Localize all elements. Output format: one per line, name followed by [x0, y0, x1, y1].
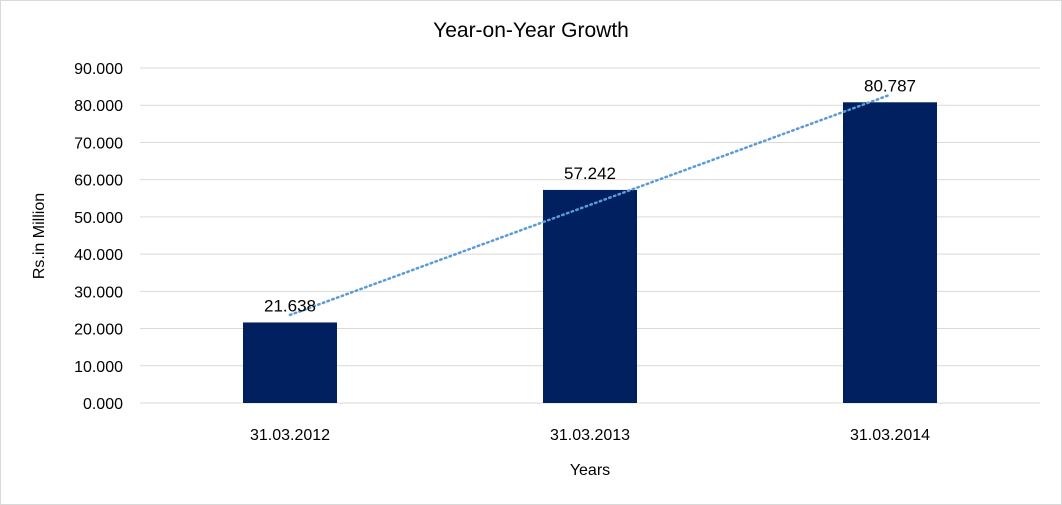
y-tick-label: 10.000 — [74, 359, 123, 376]
y-tick-label: 60.000 — [74, 173, 123, 190]
y-tick-label: 30.000 — [74, 284, 123, 301]
bars — [243, 102, 937, 403]
data-label: 21.638 — [264, 296, 316, 315]
y-tick-label: 40.000 — [74, 247, 123, 264]
y-tick-label: 50.000 — [74, 210, 123, 227]
x-axis-label: Years — [570, 462, 610, 479]
trendline-group — [288, 93, 892, 317]
data-labels: 21.638 57.242 80.787 — [264, 76, 916, 315]
trendline — [288, 93, 892, 317]
chart-title: Year-on-Year Growth — [433, 19, 629, 42]
bar — [843, 102, 937, 403]
x-tick-label: 31.03.2012 — [250, 427, 330, 444]
y-tick-label: 20.000 — [74, 322, 123, 339]
y-tick-label: 70.000 — [74, 135, 123, 152]
y-axis-label: Rs.in Million — [31, 193, 48, 279]
bar — [543, 189, 637, 403]
y-tick-label: 80.000 — [74, 98, 123, 115]
bar — [243, 322, 337, 403]
y-axis-ticks: 0.000 10.000 20.000 30.000 40.000 50.000 60.00… — [74, 61, 123, 413]
x-tick-label: 31.03.2014 — [850, 427, 930, 444]
x-axis-ticks: 31.03.2012 31.03.2013 31.03.2014 — [250, 427, 930, 444]
data-label: 80.787 — [864, 76, 916, 95]
x-tick-label: 31.03.2013 — [550, 427, 630, 444]
y-tick-label: 90.000 — [74, 61, 123, 78]
data-label: 57.242 — [564, 164, 616, 183]
y-tick-label: 0.000 — [83, 396, 123, 413]
